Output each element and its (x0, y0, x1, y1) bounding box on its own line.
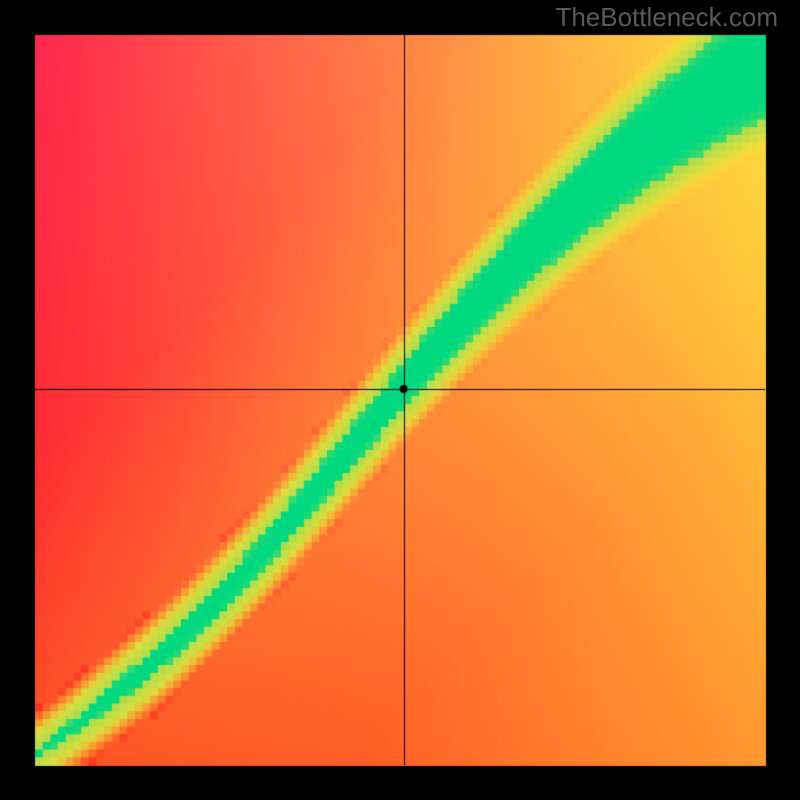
bottleneck-heatmap (0, 0, 800, 800)
watermark-text: TheBottleneck.com (555, 2, 778, 33)
